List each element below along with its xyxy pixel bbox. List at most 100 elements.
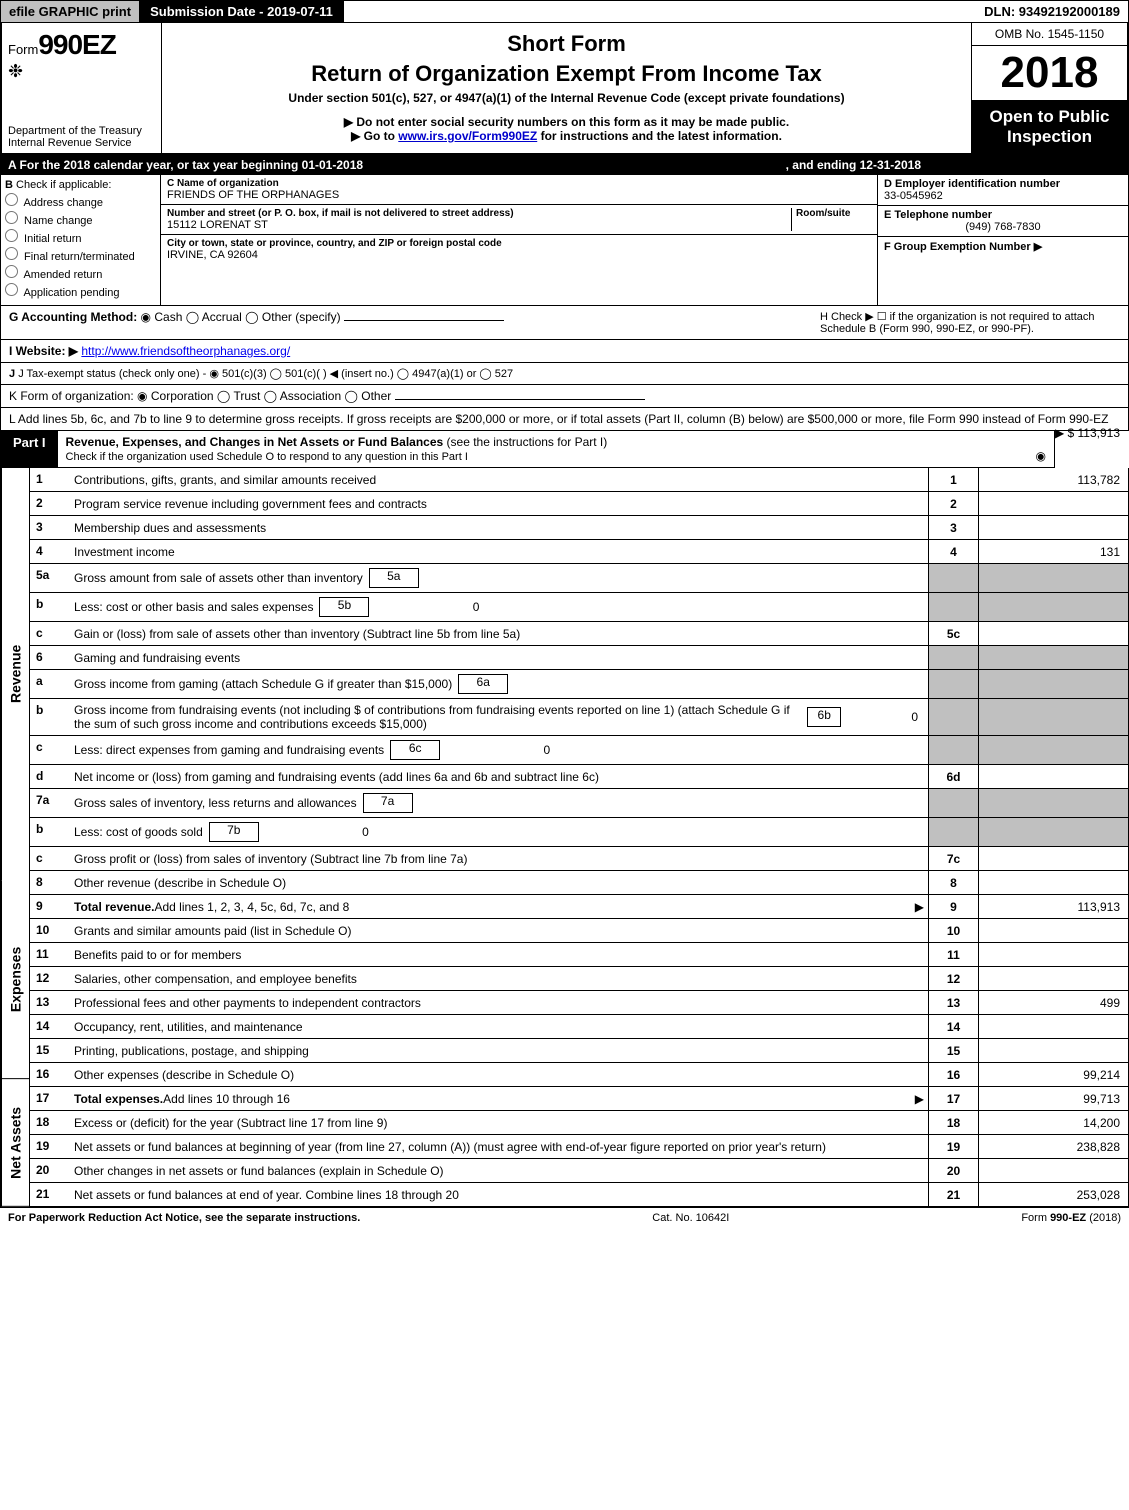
accounting-option[interactable]: ◉ Cash: [141, 310, 186, 324]
line-value: [978, 736, 1128, 764]
table-row: 6Gaming and fundraising events: [30, 646, 1128, 670]
line-index: 20: [928, 1159, 978, 1182]
line-number: 15: [30, 1039, 70, 1062]
line-index: 12: [928, 967, 978, 990]
line-index: [928, 646, 978, 669]
table-row: 1Contributions, gifts, grants, and simil…: [30, 468, 1128, 492]
checkbox-option[interactable]: Final return/terminated: [5, 247, 156, 263]
row-l: L Add lines 5b, 6c, and 7b to line 9 to …: [0, 408, 1129, 431]
line-value: [978, 847, 1128, 870]
accounting-option[interactable]: ◯ Other (specify): [245, 310, 344, 324]
line-number: 12: [30, 967, 70, 990]
line-number: 4: [30, 540, 70, 563]
section-b: B Check if applicable: Address change Na…: [1, 175, 161, 305]
inline-value: 0: [847, 710, 924, 724]
table-row: bLess: cost of goods sold7b0: [30, 818, 1128, 847]
line-number: 11: [30, 943, 70, 966]
section-b-c-d: B Check if applicable: Address change Na…: [0, 175, 1129, 306]
line-value: [978, 1015, 1128, 1038]
line-a: A For the 2018 calendar year, or tax yea…: [0, 155, 1129, 175]
line-index: 2: [928, 492, 978, 515]
website-link[interactable]: http://www.friendsoftheorphanages.org/: [81, 344, 290, 358]
table-row: 21Net assets or fund balances at end of …: [30, 1183, 1128, 1207]
line-number: 13: [30, 991, 70, 1014]
irs-link[interactable]: www.irs.gov/Form990EZ: [398, 129, 537, 143]
header-left: Form990EZ ❉ Department of the Treasury I…: [2, 23, 162, 153]
instr-1: ▶ Do not enter social security numbers o…: [174, 115, 959, 129]
line-index: 21: [928, 1183, 978, 1206]
line-number: 8: [30, 871, 70, 894]
line-description: Other revenue (describe in Schedule O): [70, 871, 928, 894]
line-index: 14: [928, 1015, 978, 1038]
dept-label: Department of the Treasury: [8, 125, 142, 137]
footer-right: Form 990-EZ (2018): [1021, 1212, 1121, 1224]
line-number: 14: [30, 1015, 70, 1038]
submission-date: Submission Date - 2019-07-11: [140, 1, 344, 22]
accounting-option[interactable]: ◯ Accrual: [186, 310, 245, 324]
line-number: 7a: [30, 789, 70, 817]
line-value: [978, 789, 1128, 817]
line-number: c: [30, 736, 70, 764]
line-value: 99,214: [978, 1063, 1128, 1086]
line-description: Membership dues and assessments: [70, 516, 928, 539]
table-row: 3Membership dues and assessments3: [30, 516, 1128, 540]
line-value: 113,782: [978, 468, 1128, 491]
line-index: 17: [928, 1087, 978, 1110]
line-index: [928, 736, 978, 764]
table-row: 18Excess or (deficit) for the year (Subt…: [30, 1111, 1128, 1135]
line-description: Other expenses (describe in Schedule O): [70, 1063, 928, 1086]
table-row: 7aGross sales of inventory, less returns…: [30, 789, 1128, 818]
line-index: [928, 789, 978, 817]
tax-year: 2018: [972, 46, 1127, 101]
form-subtitle: Under section 501(c), 527, or 4947(a)(1)…: [174, 91, 959, 105]
line-index: 19: [928, 1135, 978, 1158]
table-row: bGross income from fundraising events (n…: [30, 699, 1128, 736]
org-address: 15112 LORENAT ST: [167, 219, 791, 231]
checkbox-option[interactable]: Amended return: [5, 265, 156, 281]
inline-value: 0: [265, 825, 375, 839]
part-1-header: Part I Revenue, Expenses, and Changes in…: [0, 431, 1055, 468]
line-value: 131: [978, 540, 1128, 563]
checkbox-option[interactable]: Initial return: [5, 229, 156, 245]
footer-mid: Cat. No. 10642I: [360, 1212, 1021, 1224]
line-description: Grants and similar amounts paid (list in…: [70, 919, 928, 942]
table-row: 20Other changes in net assets or fund ba…: [30, 1159, 1128, 1183]
line-description: Less: direct expenses from gaming and fu…: [70, 736, 928, 764]
table-row: dNet income or (loss) from gaming and fu…: [30, 765, 1128, 789]
line-description: Program service revenue including govern…: [70, 492, 928, 515]
table-row: 9Total revenue. Add lines 1, 2, 3, 4, 5c…: [30, 895, 1128, 919]
checkbox-option[interactable]: Application pending: [5, 283, 156, 299]
line-description: Total revenue. Add lines 1, 2, 3, 4, 5c,…: [70, 895, 928, 918]
top-bar: efile GRAPHIC print Submission Date - 20…: [0, 0, 1129, 23]
line-description: Gaming and fundraising events: [70, 646, 928, 669]
line-index: 8: [928, 871, 978, 894]
org-name: FRIENDS OF THE ORPHANAGES: [167, 189, 871, 201]
line-number: a: [30, 670, 70, 698]
line-description: Net income or (loss) from gaming and fun…: [70, 765, 928, 788]
line-number: 1: [30, 468, 70, 491]
telephone-value: (949) 768-7830: [884, 221, 1122, 233]
table-row: cLess: direct expenses from gaming and f…: [30, 736, 1128, 765]
line-description: Gross income from gaming (attach Schedul…: [70, 670, 928, 698]
line-index: 18: [928, 1111, 978, 1134]
line-description: Less: cost of goods sold7b0: [70, 818, 928, 846]
line-index: [928, 564, 978, 592]
checkbox-option[interactable]: Name change: [5, 211, 156, 227]
line-description: Gross amount from sale of assets other t…: [70, 564, 928, 592]
checkbox-option[interactable]: Address change: [5, 193, 156, 209]
table-row: 12Salaries, other compensation, and empl…: [30, 967, 1128, 991]
instr-2: ▶ Go to www.irs.gov/Form990EZ for instru…: [174, 129, 959, 143]
line-number: 21: [30, 1183, 70, 1206]
row-g-h: G Accounting Method: ◉ Cash ◯ Accrual ◯ …: [0, 306, 1129, 340]
table-row: 13Professional fees and other payments t…: [30, 991, 1128, 1015]
line-number: 17: [30, 1087, 70, 1110]
line-index: 11: [928, 943, 978, 966]
inline-index: 7a: [363, 793, 413, 813]
line-number: 16: [30, 1063, 70, 1086]
inline-index: 6c: [390, 740, 440, 760]
table-row: aGross income from gaming (attach Schedu…: [30, 670, 1128, 699]
line-index: [928, 818, 978, 846]
line-value: [978, 1159, 1128, 1182]
table-row: 8Other revenue (describe in Schedule O)8: [30, 871, 1128, 895]
line-number: c: [30, 622, 70, 645]
